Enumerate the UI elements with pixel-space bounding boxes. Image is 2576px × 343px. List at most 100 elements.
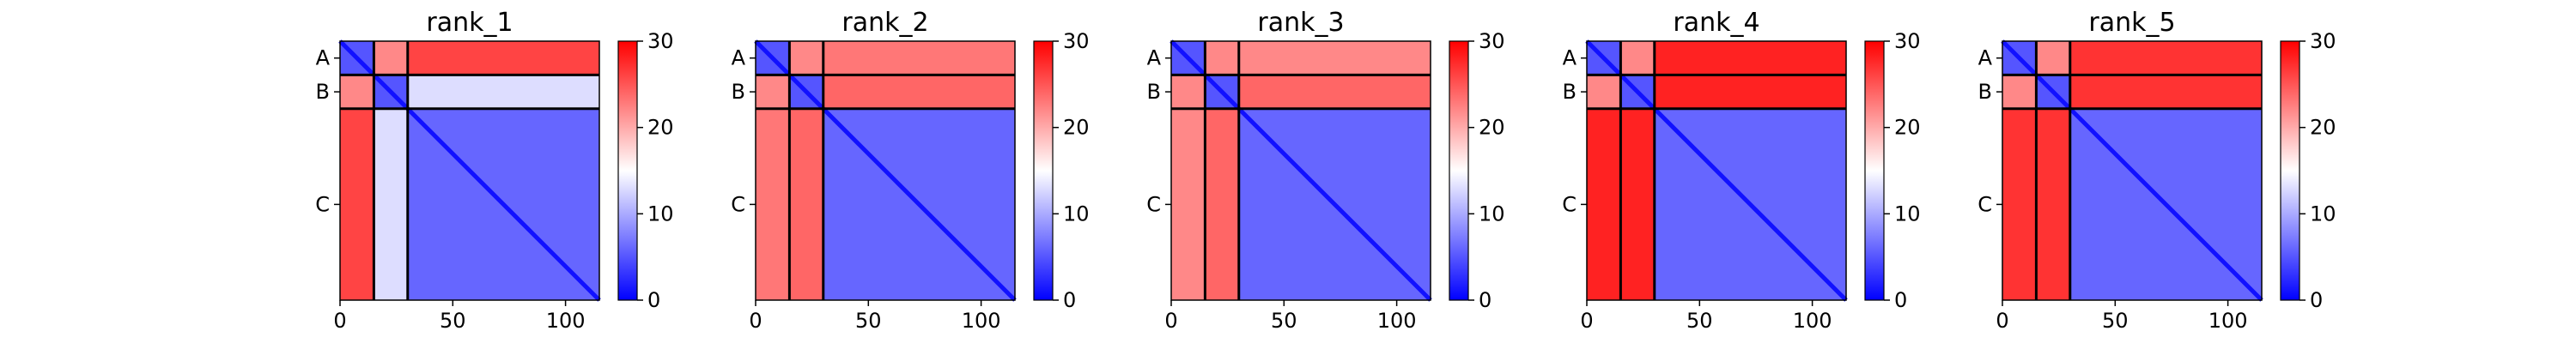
x-tick-label: 0 bbox=[1996, 309, 2008, 333]
diagonal-line bbox=[754, 39, 1017, 302]
diagonal-line bbox=[1585, 39, 1848, 302]
colorbar-tick-label: 20 bbox=[647, 116, 674, 140]
colorbar-tick-label: 20 bbox=[1894, 116, 1921, 140]
panel-title: rank_1 bbox=[426, 8, 513, 38]
chain-label: A bbox=[1563, 46, 1577, 70]
x-tick-label: 50 bbox=[440, 309, 466, 333]
heatmap-block-BA bbox=[340, 75, 374, 109]
heatmap-block-CA bbox=[756, 108, 790, 300]
heatmap-block-AB bbox=[2036, 41, 2070, 75]
heatmap-block-CB bbox=[1205, 108, 1239, 300]
colorbar-tick-label: 10 bbox=[2310, 202, 2336, 226]
colorbar bbox=[617, 40, 638, 301]
chain-label: C bbox=[315, 192, 330, 216]
chain-label: B bbox=[732, 80, 745, 104]
x-tick-label: 100 bbox=[962, 309, 1001, 333]
heatmap-block-AC bbox=[823, 41, 1015, 75]
colorbar-tick-label: 30 bbox=[2310, 29, 2336, 53]
heatmap-block-AC bbox=[1238, 41, 1431, 75]
colorbar-tick-label: 0 bbox=[1479, 288, 1492, 312]
colorbar-tick-label: 30 bbox=[1894, 29, 1921, 53]
heatmap-block-CA bbox=[2002, 108, 2037, 300]
heatmap-block-CA bbox=[340, 108, 374, 300]
panel-title: rank_4 bbox=[1673, 8, 1759, 38]
heatmap-block-BC bbox=[407, 75, 599, 109]
x-tick-label: 100 bbox=[546, 309, 586, 333]
colorbar-tick-label: 0 bbox=[1063, 288, 1076, 312]
chain-label: B bbox=[1147, 80, 1161, 104]
x-tick-label: 0 bbox=[1580, 309, 1593, 333]
heatmap-block-BA bbox=[756, 75, 790, 109]
panel-rank_1: rank_1 AB C 0 50 100 0 10 20 30 bbox=[315, 8, 673, 333]
panel-title: rank_2 bbox=[841, 8, 928, 38]
x-tick-label: 100 bbox=[1793, 309, 1832, 333]
panel-rank_4: rank_4 AB C 0 50 100 0 10 20 30 bbox=[1562, 8, 1920, 333]
heatmap-block-AB bbox=[1205, 41, 1239, 75]
panel-rank_2: rank_2 AB C 0 50 100 0 10 20 30 bbox=[731, 8, 1089, 333]
colorbar bbox=[1449, 40, 1469, 301]
diagonal-line bbox=[2001, 39, 2263, 302]
panel-frame bbox=[339, 40, 600, 301]
colorbar-tick-label: 30 bbox=[647, 29, 674, 53]
chain-label: A bbox=[732, 46, 746, 70]
heatmap-block-AC bbox=[2069, 41, 2262, 75]
x-tick-label: 0 bbox=[749, 309, 762, 333]
panel-title: rank_5 bbox=[2088, 8, 2175, 38]
chain-label: C bbox=[1978, 192, 1992, 216]
colorbar-tick-label: 20 bbox=[1479, 116, 1505, 140]
chain-label: A bbox=[1978, 46, 1993, 70]
x-tick-label: 50 bbox=[2102, 309, 2129, 333]
colorbar-tick-label: 0 bbox=[647, 288, 660, 312]
colorbar-tick-label: 30 bbox=[1479, 29, 1505, 53]
x-tick-label: 50 bbox=[1271, 309, 1297, 333]
colorbar-tick-label: 10 bbox=[1479, 202, 1505, 226]
heatmap-block-AC bbox=[407, 41, 599, 75]
panel-rank_5: rank_5 AB C 0 50 100 0 10 20 30 bbox=[1978, 8, 2336, 333]
colorbar-tick-label: 10 bbox=[1894, 202, 1921, 226]
heatmap-block-BA bbox=[1171, 75, 1206, 109]
diagonal-line bbox=[1170, 39, 1432, 302]
colorbar-tick-label: 10 bbox=[1063, 202, 1090, 226]
chain-label: A bbox=[316, 46, 331, 70]
panel-frame bbox=[755, 40, 1016, 301]
colorbar bbox=[2280, 40, 2300, 301]
heatmap-block-BC bbox=[1654, 75, 1846, 109]
x-tick-label: 50 bbox=[1686, 309, 1713, 333]
heatmap-block-CB bbox=[1620, 108, 1655, 300]
colorbar bbox=[1033, 40, 1054, 301]
colorbar-tick-label: 20 bbox=[1063, 116, 1090, 140]
heatmap-block-CA bbox=[1587, 108, 1621, 300]
colorbar-tick-label: 0 bbox=[2310, 288, 2323, 312]
heatmap-block-AB bbox=[374, 41, 408, 75]
panel-rank_3: rank_3 AB C 0 50 100 0 10 20 30 bbox=[1146, 8, 1504, 333]
x-tick-label: 50 bbox=[855, 309, 882, 333]
heatmap-block-AC bbox=[1654, 41, 1846, 75]
chain-label: B bbox=[1563, 80, 1577, 104]
x-tick-label: 0 bbox=[333, 309, 346, 333]
x-tick-label: 0 bbox=[1164, 309, 1177, 333]
heatmap-block-BA bbox=[1587, 75, 1621, 109]
colorbar bbox=[1864, 40, 1885, 301]
colorbar-tick-label: 0 bbox=[1894, 288, 1907, 312]
heatmap-block-CA bbox=[1171, 108, 1206, 300]
heatmap-block-CB bbox=[374, 108, 408, 300]
chain-label: C bbox=[731, 192, 745, 216]
chain-label: B bbox=[316, 80, 330, 104]
heatmap-block-CB bbox=[2036, 108, 2070, 300]
heatmap-block-BC bbox=[2069, 75, 2262, 109]
heatmap-block-BC bbox=[823, 75, 1015, 109]
heatmap-block-AB bbox=[789, 41, 823, 75]
heatmap-block-CB bbox=[789, 108, 823, 300]
panel-frame bbox=[1586, 40, 1847, 301]
colorbar-tick-label: 20 bbox=[2310, 116, 2336, 140]
diagonal-line bbox=[338, 39, 601, 302]
heatmap-block-AB bbox=[1620, 41, 1655, 75]
heatmap-block-BC bbox=[1238, 75, 1431, 109]
chain-label: B bbox=[1978, 80, 1992, 104]
x-tick-label: 100 bbox=[1377, 309, 1417, 333]
heatmap-block-BA bbox=[2002, 75, 2037, 109]
x-tick-label: 100 bbox=[2208, 309, 2248, 333]
colorbar-tick-label: 10 bbox=[647, 202, 674, 226]
